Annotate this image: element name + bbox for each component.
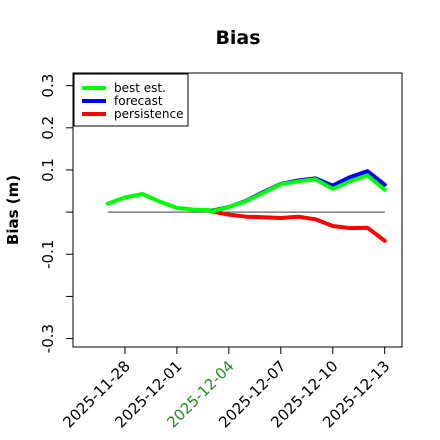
legend-label: best est. [114, 81, 166, 95]
y-tick-label: 0.2 [39, 116, 57, 140]
series-line-persistence [209, 209, 387, 243]
y-tick-label: 0.1 [39, 158, 57, 182]
axes: -0.3-0.10.10.20.32025-11-282025-12-01202… [39, 74, 394, 432]
legend-label: persistence [114, 107, 183, 121]
y-tick-label: -0.3 [39, 324, 57, 353]
chart-title: Bias [215, 27, 260, 49]
series-layer [105, 169, 387, 243]
y-axis-label: Bias (m) [4, 175, 22, 245]
series-line-best-est [105, 192, 231, 213]
series-line-best-est [209, 173, 387, 214]
y-tick-label: -0.1 [39, 240, 57, 269]
plot-frame [72, 72, 403, 348]
y-tick-label: 0.3 [39, 74, 57, 98]
legend-label: forecast [114, 94, 163, 108]
